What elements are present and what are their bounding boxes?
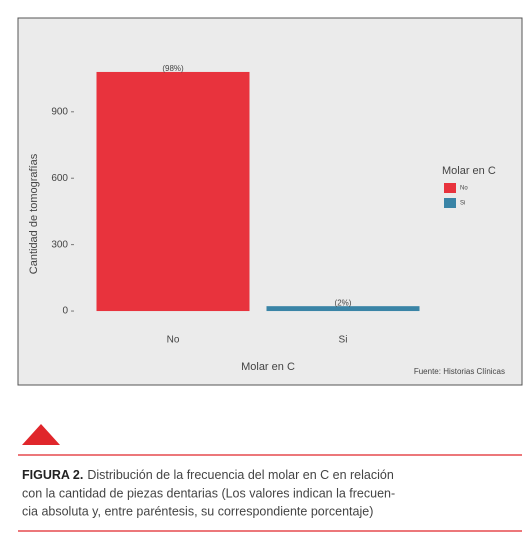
decor-triangle [22,424,60,445]
y-axis-title: Cantidad de tomografías [28,153,40,274]
legend-label: Si [460,201,465,207]
x-tick-label: No [167,335,180,346]
bar [266,306,420,312]
bar-label: (2%) [335,298,352,307]
caption-line: cia absoluta y, entre paréntesis, su cor… [22,504,373,518]
figure-label: FIGURA 2. [22,468,83,482]
legend-key [444,198,456,208]
caption-line: con la cantidad de piezas dentarias (Los… [22,486,395,500]
legend-label: No [460,186,468,192]
x-axis-title: Molar en C [241,361,295,373]
x-tick-label: Si [339,335,348,346]
y-tick-label: 600 [51,173,68,184]
bar [96,71,250,312]
legend-title: Molar en C [442,165,496,177]
legend-key [444,183,456,193]
y-tick-label: 0 [62,306,68,317]
bar-label: (98%) [162,64,184,73]
source-note: Fuente: Historias Clínicas [414,367,505,376]
caption-line: FIGURA 2. Distribución de la frecuencia d… [22,468,394,482]
caption-text: Distribución de la frecuencia del molar … [87,468,393,482]
y-tick-label: 900 [51,106,68,117]
y-tick-label: 300 [51,239,68,250]
